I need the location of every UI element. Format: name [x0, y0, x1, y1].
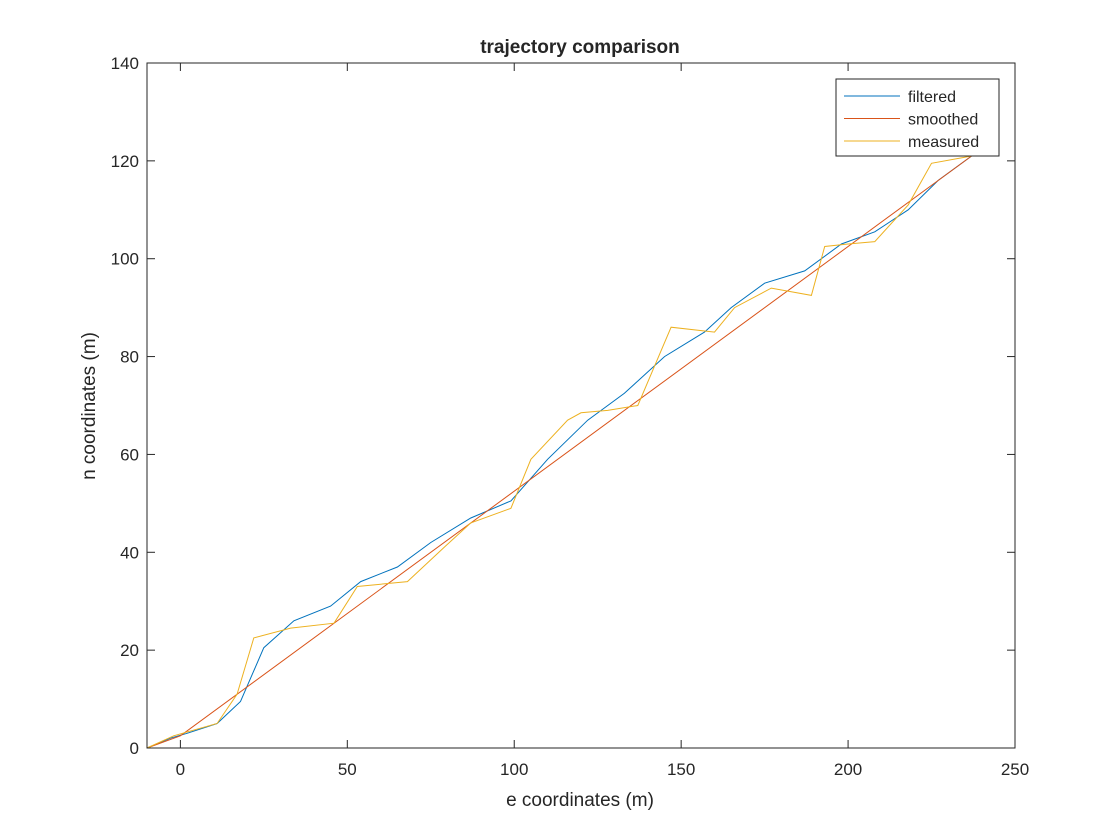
y-axis-label: n coordinates (m)	[79, 332, 100, 480]
y-tick-label: 100	[111, 250, 139, 269]
legend-label-measured: measured	[908, 134, 979, 151]
legend-label-smoothed: smoothed	[908, 112, 978, 129]
plot-area: 0 50 100 150 200 250 0 20 40 60 80 100 120 140	[111, 54, 1030, 779]
axes-background	[147, 63, 1015, 748]
y-tick-label: 120	[111, 152, 139, 171]
chart-title: trajectory comparison	[480, 37, 680, 58]
legend-box	[835, 78, 1000, 157]
x-tick-label: 0	[176, 760, 185, 779]
x-axis-label: e coordinates (m)	[506, 790, 654, 811]
legend-label-filtered: filtered	[908, 89, 956, 106]
y-tick-label: 0	[130, 739, 139, 758]
series-line-measured	[146, 155, 972, 749]
y-tick-label: 20	[120, 641, 139, 660]
legend: filtered smoothed measured	[835, 78, 1000, 157]
x-tick-label: 200	[834, 760, 862, 779]
y-tick-label: 60	[120, 445, 139, 464]
x-tick-label: 250	[1001, 760, 1029, 779]
x-tick-label: 100	[500, 760, 528, 779]
axes-frame	[146, 62, 1016, 749]
x-tick-label: 50	[338, 760, 357, 779]
y-tick-label: 40	[120, 543, 139, 562]
y-tick-label: 140	[111, 54, 139, 73]
x-tick-label: 150	[667, 760, 695, 779]
series-line-smoothed	[146, 155, 972, 749]
y-tick-label: 80	[120, 348, 139, 367]
